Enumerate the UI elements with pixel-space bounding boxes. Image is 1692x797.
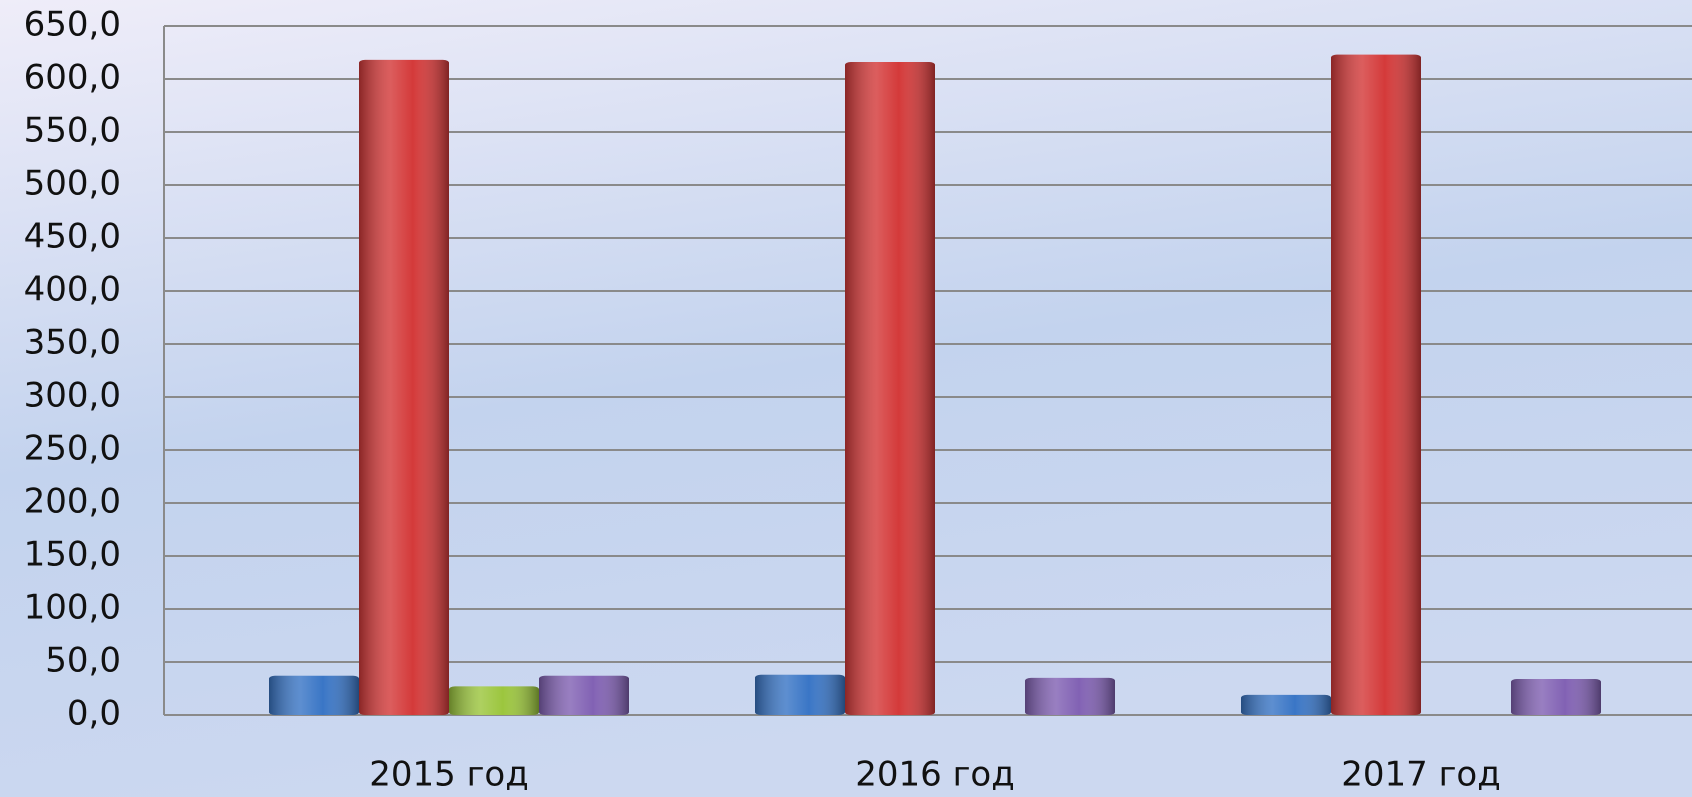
bar-shade (755, 674, 845, 715)
x-tick-label: 2017 год (1341, 755, 1501, 795)
y-tick-label: 300,0 (24, 376, 121, 416)
y-tick-label: 550,0 (24, 111, 121, 151)
y-tick-label: 150,0 (24, 535, 121, 575)
y-tick-label: 400,0 (24, 270, 121, 310)
y-tick-label: 250,0 (24, 429, 121, 469)
y-tick-label: 50,0 (45, 641, 121, 681)
bar-shade (539, 675, 629, 715)
y-tick-label: 450,0 (24, 217, 121, 257)
y-tick-label: 600,0 (24, 58, 121, 98)
y-tick-label: 500,0 (24, 164, 121, 204)
bar-shade (1241, 694, 1331, 715)
y-tick-label: 350,0 (24, 323, 121, 363)
bar-shade (845, 62, 935, 716)
x-tick-label: 2016 год (855, 755, 1015, 795)
bar-shade (1511, 678, 1601, 715)
bar-shade (449, 686, 539, 715)
y-tick-label: 200,0 (24, 482, 121, 522)
bar-shade (359, 59, 449, 716)
bar-shade (269, 675, 359, 715)
y-tick-label: 650,0 (24, 5, 121, 45)
y-tick-label: 100,0 (24, 588, 121, 628)
bar-shade (1331, 54, 1421, 716)
bar-shade (1025, 677, 1115, 715)
y-tick-label: 0,0 (67, 694, 121, 734)
x-tick-label: 2015 год (369, 755, 529, 795)
